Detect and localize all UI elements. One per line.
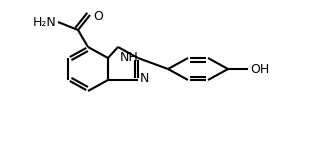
Text: H₂N: H₂N xyxy=(32,16,56,28)
Text: N: N xyxy=(140,71,149,85)
Text: NH: NH xyxy=(120,51,139,64)
Text: O: O xyxy=(93,10,103,22)
Text: OH: OH xyxy=(250,63,269,75)
